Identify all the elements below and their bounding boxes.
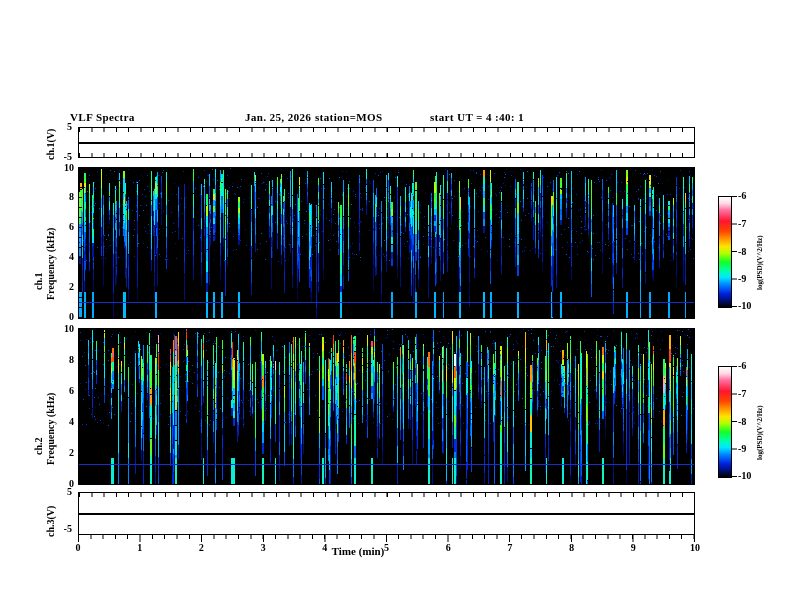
xaxis-tick-10: 10 (690, 543, 700, 554)
colorbar-ch1 (718, 196, 732, 308)
panel-ch1-waveform (78, 127, 695, 158)
colorbar-ch1-tick-neg8: -8 (738, 247, 747, 258)
panel-ch1-spectrogram (78, 167, 695, 319)
ch1-spec-ylabel-line1: ch.1 (34, 272, 45, 291)
xaxis-tick-4: 4 (322, 543, 328, 554)
xaxis-tick-0: 0 (75, 543, 81, 554)
ch2-spec-yticks (78, 328, 82, 485)
colorbar-ch2-tick-neg7: -7 (738, 389, 747, 400)
xaxis-tick-3: 3 (260, 543, 266, 554)
ch1-xticks-bottom (79, 153, 694, 157)
figure-header: VLF Spectra Jan. 25, 2026 station=MOS st… (70, 112, 690, 126)
ch2-spec-ytick-10: 10 (64, 324, 74, 335)
colorbar-ch1-label: log(PSD)(V^2/Hz) (756, 235, 764, 290)
ch1-ytick-5: 5 (67, 122, 72, 133)
ch2-spec-ytick-8: 8 (69, 355, 74, 366)
ch1-ytick-neg5: -5 (63, 152, 72, 163)
xaxis-tick-2: 2 (198, 543, 204, 554)
xaxis-tick-6: 6 (445, 543, 451, 554)
start-ut-label: start UT = 4 :40: 1 (430, 112, 525, 124)
figure-title: VLF Spectra (70, 112, 135, 124)
xaxis-tick-9: 9 (630, 543, 636, 554)
ch2-spec-ytick-0: 0 (69, 479, 74, 490)
colorbar-ch1-tick-neg6: -6 (738, 191, 747, 202)
ch1-spec-ytick-6: 6 (69, 222, 74, 233)
ch2-horizontal-band (79, 464, 694, 465)
xaxis-title-text: Time (min) (331, 546, 385, 558)
ch3-trace (79, 513, 694, 515)
ch2-spec-ytick-2: 2 (69, 448, 74, 459)
observation-date: Jan. 25, 2026 (245, 112, 312, 124)
ch1-spec-ytick-10: 10 (64, 163, 74, 174)
colorbar-ch1-tick-neg9: -9 (738, 274, 747, 285)
colorbar-ch2-tick-neg10: -10 (738, 471, 752, 482)
colorbar-ch2-tick-neg6: -6 (738, 361, 747, 372)
ch1-xticks-top (79, 128, 694, 132)
ch2-spectrogram-image (79, 329, 694, 484)
ch3-xticks-top (79, 493, 694, 497)
ch2-spec-ytick-4: 4 (69, 417, 74, 428)
ch2-spec-ylabel-line2: Frequency (kHz) (46, 392, 57, 465)
colorbar-ch2-tick-neg9: -9 (738, 444, 747, 455)
ch1-spec-ytick-8: 8 (69, 192, 74, 203)
xaxis-tick-7: 7 (507, 543, 513, 554)
ch1-spec-yticks (78, 167, 82, 319)
ch1-spectrogram-image (79, 168, 694, 318)
ch1-spec-ylabel-line2: Frequency (kHz) (46, 227, 57, 300)
xaxis-minor-ticks (78, 535, 695, 539)
ch1-trace (79, 142, 694, 144)
station-label: station=MOS (315, 112, 383, 124)
xaxis-title: Time (min) (0, 546, 792, 558)
colorbar-ch2-label: log(PSD)(V^2/Hz) (756, 405, 764, 460)
colorbar-ch1-ticks (732, 196, 737, 308)
colorbar-ch1-tick-neg7: -7 (738, 219, 747, 230)
panel-ch3-waveform (78, 492, 695, 535)
xaxis-tick-8: 8 (569, 543, 575, 554)
ch3-ytick-5: 5 (67, 487, 72, 498)
colorbar-ch1-tick-neg10: -10 (738, 301, 752, 312)
colorbar-ch2-ticks (732, 366, 737, 478)
ch1-horizontal-band (79, 302, 694, 303)
panel-ch2-spectrogram (78, 328, 695, 485)
ch1-spec-ytick-4: 4 (69, 252, 74, 263)
ch2-spec-ylabel-line1: ch.2 (34, 437, 45, 456)
ch3-waveform-ylabel: ch.3(V) (46, 505, 57, 537)
ch3-ytick-neg5: -5 (63, 524, 72, 535)
colorbar-ch2-tick-neg8: -8 (738, 417, 747, 428)
ch2-spec-ytick-6: 6 (69, 386, 74, 397)
ch1-spec-ytick-2: 2 (69, 282, 74, 293)
colorbar-ch2 (718, 366, 732, 478)
xaxis-tick-1: 1 (137, 543, 143, 554)
ch1-waveform-ylabel: ch.1(V) (46, 128, 57, 160)
ch1-spec-ytick-0: 0 (69, 312, 74, 323)
xaxis-tick-5: 5 (384, 543, 389, 554)
